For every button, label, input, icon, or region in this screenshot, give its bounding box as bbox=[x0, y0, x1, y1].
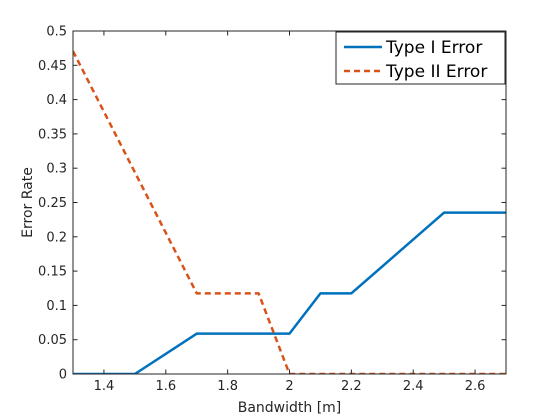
x-tick-label: 1.4 bbox=[94, 379, 115, 394]
legend-box bbox=[335, 31, 506, 85]
y-tick-label: 0.35 bbox=[38, 127, 67, 142]
y-tick-label: 0.3 bbox=[46, 162, 67, 177]
tick-labels-layer: 1.4 1.6 1.8 2 2.2 2.4 2.6 0 0.05 0.1 0.15 0.2 0.25 0.… bbox=[38, 25, 485, 395]
y-tick-label: 0 bbox=[59, 368, 67, 383]
y-tick-label: 0.15 bbox=[38, 265, 67, 280]
legend-label-type-i-error: Type I Error bbox=[385, 38, 482, 58]
x-tick-label: 1.8 bbox=[217, 379, 238, 394]
y-tick-label: 0.2 bbox=[46, 230, 67, 245]
x-tick-label: 2.4 bbox=[403, 379, 424, 394]
y-tick-label: 0.4 bbox=[46, 93, 67, 108]
y-tick-label: 0.45 bbox=[38, 59, 67, 74]
series-layer bbox=[73, 50, 506, 374]
y-tick-label: 0.05 bbox=[38, 333, 67, 348]
x-tick-label: 2.2 bbox=[341, 379, 362, 394]
legend-label-type-ii-error: Type II Error bbox=[385, 62, 487, 82]
y-tick-label: 0.25 bbox=[38, 196, 67, 211]
x-tick-label: 1.6 bbox=[155, 379, 176, 394]
series-line-type-i-error bbox=[73, 211, 506, 374]
y-axis-label: Error Rate bbox=[20, 167, 36, 238]
x-axis-label: Bandwidth [m] bbox=[238, 400, 342, 416]
x-tick-label: 2.6 bbox=[465, 379, 486, 394]
y-tick-label: 0.5 bbox=[46, 25, 67, 40]
y-tick-label: 0.1 bbox=[46, 299, 67, 314]
series-line-type-ii-error bbox=[73, 50, 506, 374]
legend: Type I Error Type II Error bbox=[335, 31, 506, 85]
x-tick-label: 2 bbox=[285, 379, 293, 394]
